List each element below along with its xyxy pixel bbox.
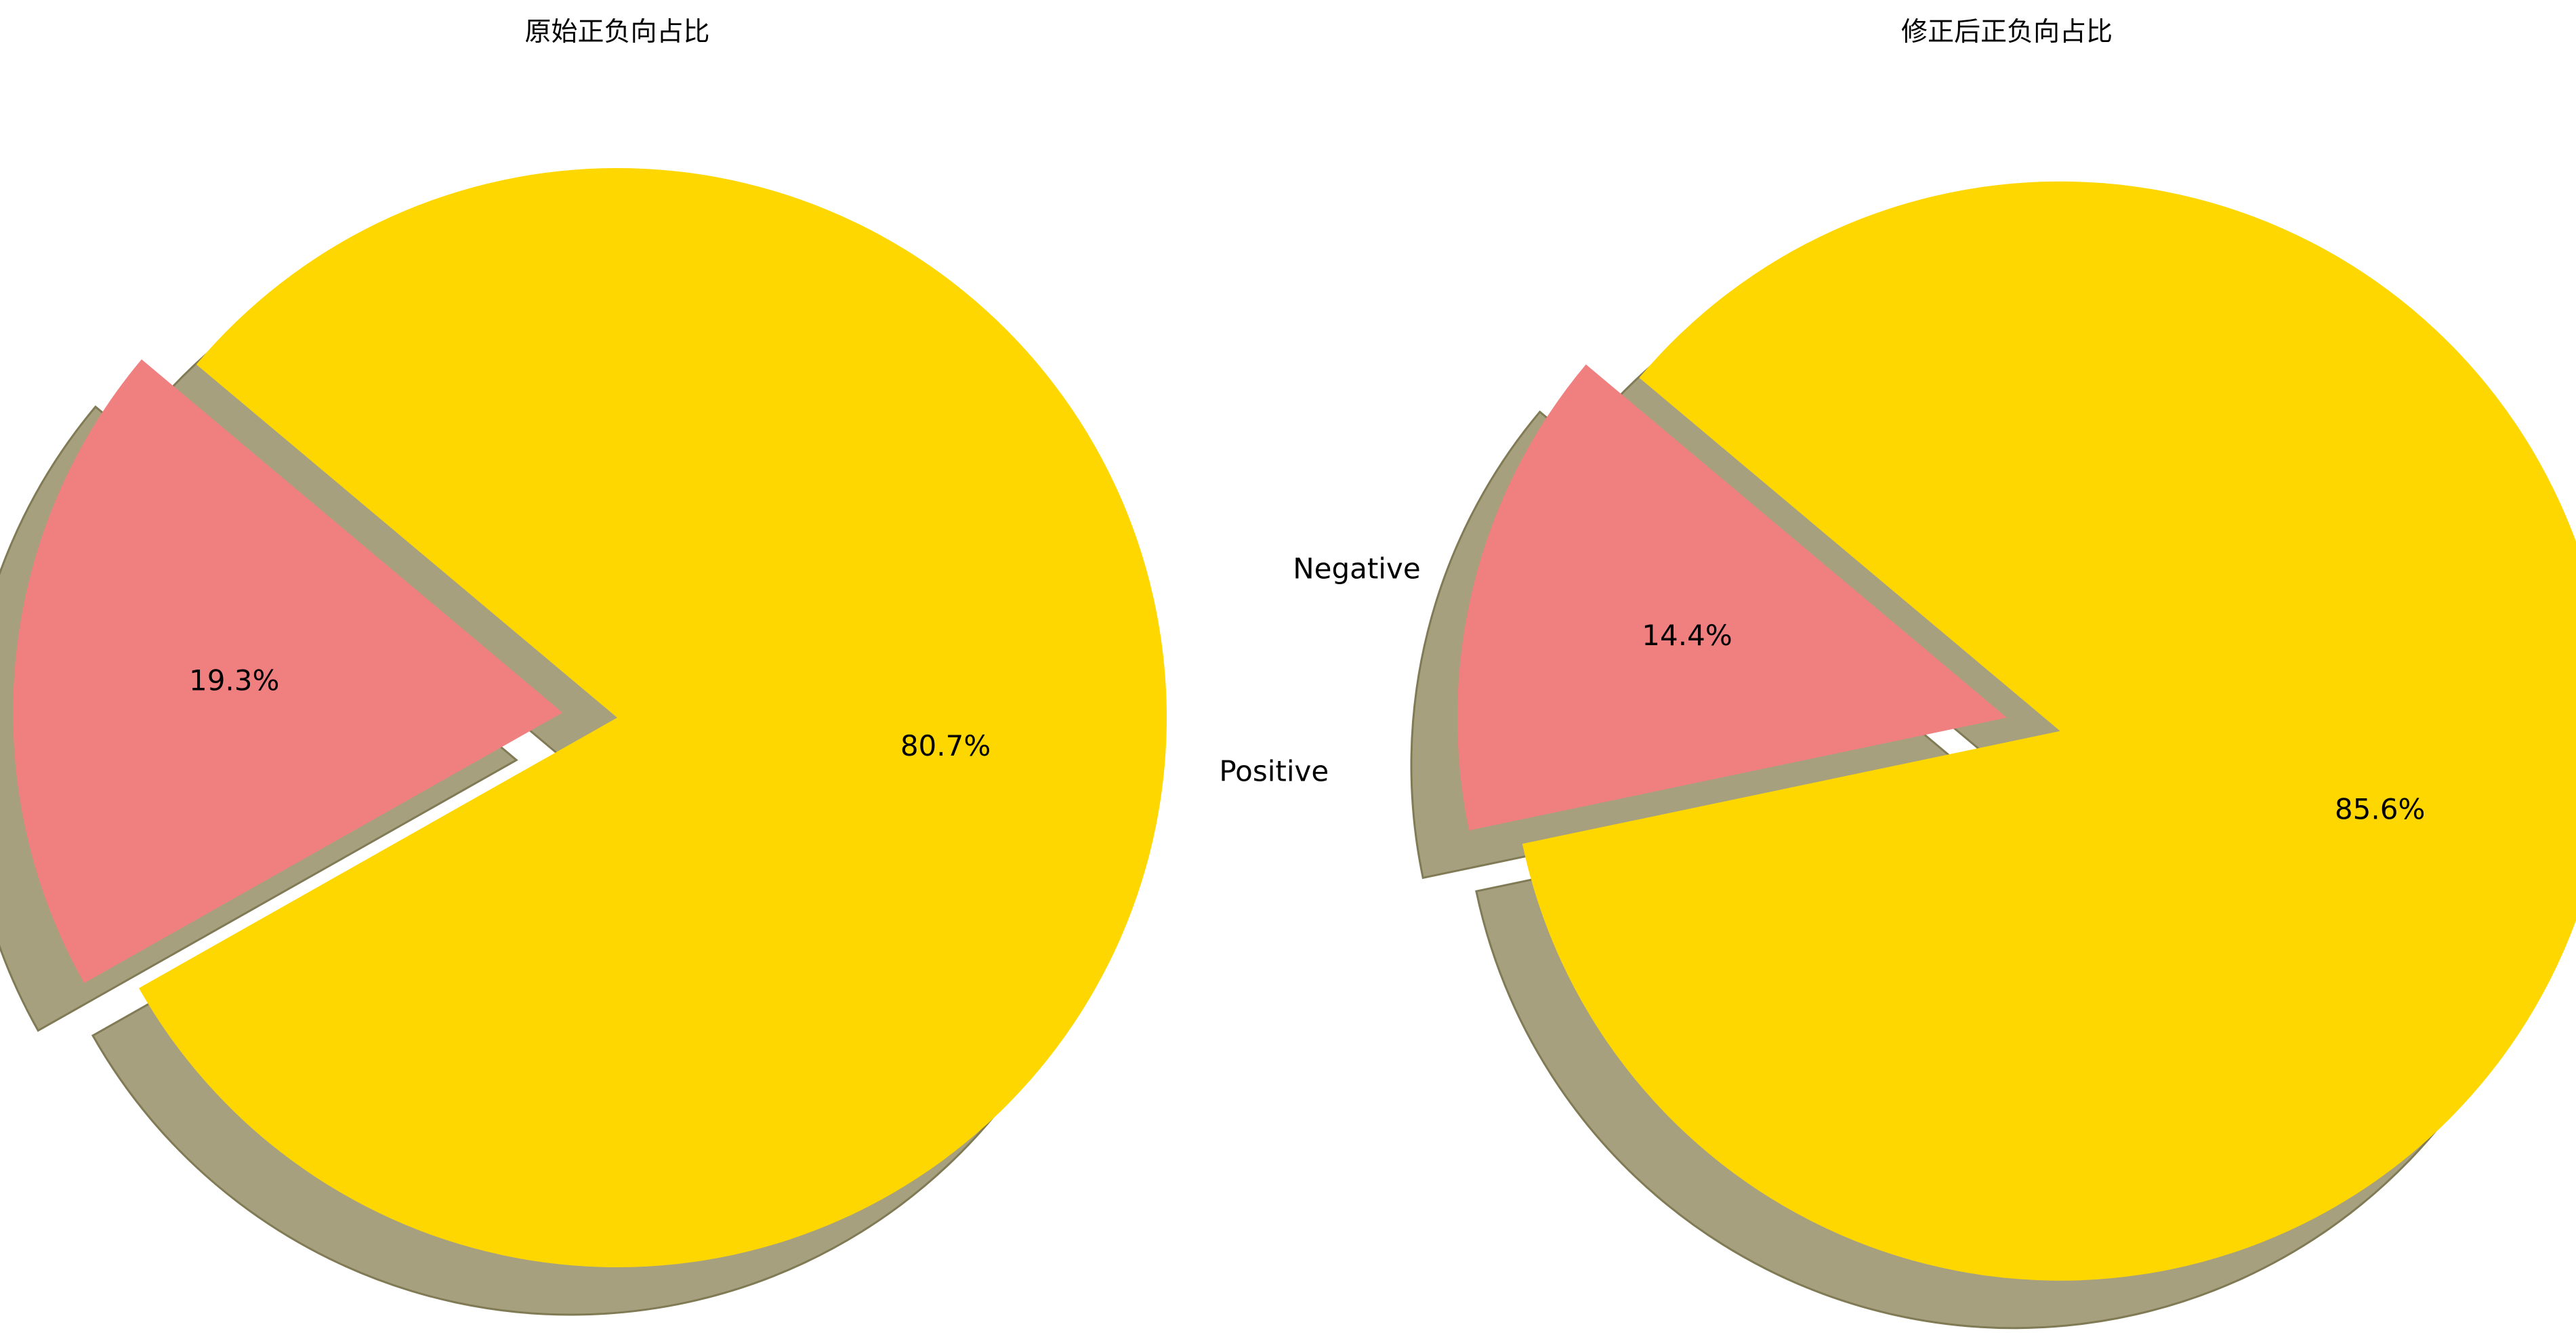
pie-slice-positive [139,167,1167,1268]
percent-label-negative: 14.4% [1642,619,1732,652]
pie-slice-negative [1457,364,2007,831]
pie-slice-negative [13,359,563,983]
slice-label-negative: Negative [1293,552,1421,585]
chart-title: 修正后正负向占比 [1901,17,2113,47]
percent-label-positive: 85.6% [2335,793,2425,826]
pie-slice-positive [1522,181,2576,1281]
percent-label-positive: 80.7% [900,729,991,762]
percent-label-negative: 19.3% [189,663,279,697]
chart-title: 原始正负向占比 [524,17,709,47]
slice-label-positive: Positive [1219,754,1329,787]
